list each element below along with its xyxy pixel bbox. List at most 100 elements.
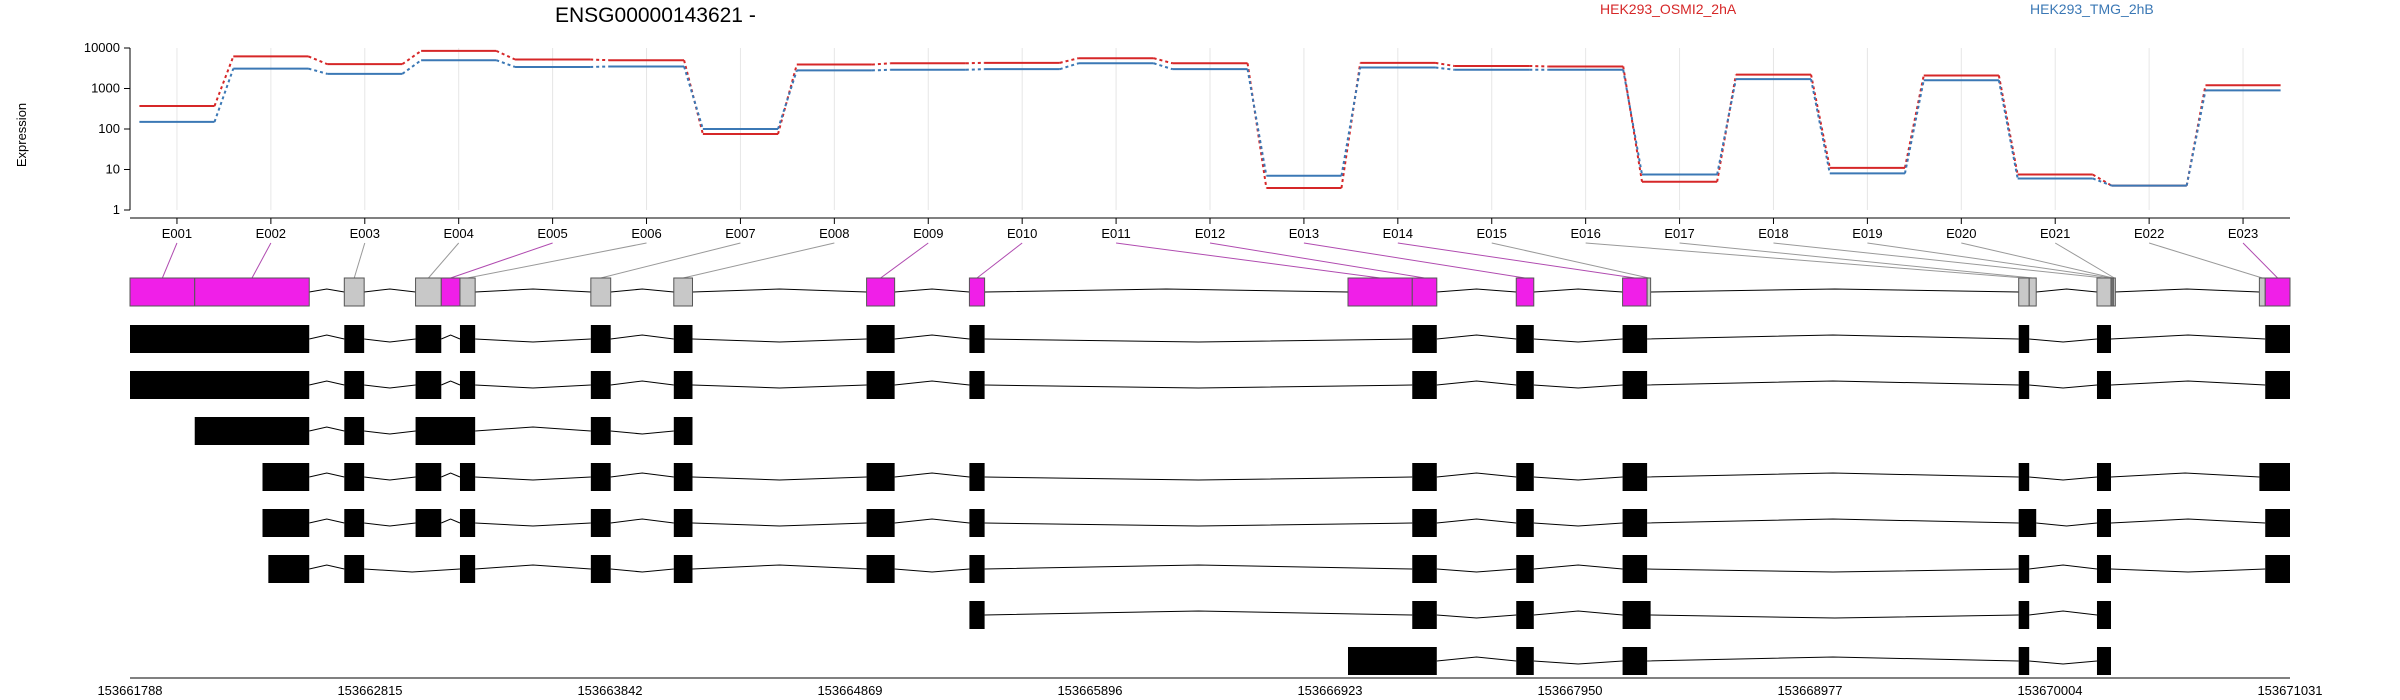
transcript-intron	[309, 518, 345, 524]
exon-label: E002	[256, 226, 286, 241]
transcript-exon	[2265, 555, 2290, 583]
exon-connector	[683, 242, 835, 279]
exon-box	[194, 277, 310, 307]
transcript-intron	[1436, 614, 1517, 619]
transcript-exon	[415, 325, 442, 353]
transcript-exon	[1516, 463, 1534, 491]
expression-connector	[1997, 80, 2019, 179]
exon-box	[2096, 277, 2112, 307]
transcript-exon	[1412, 555, 1437, 583]
expression-connector	[1153, 62, 1173, 71]
transcript-exon	[459, 325, 476, 353]
transcript-tracks	[130, 325, 2290, 675]
transcript-exon	[2018, 601, 2030, 629]
exon-box	[415, 277, 442, 307]
intron-line	[2114, 288, 2260, 293]
transcript-exon	[866, 555, 895, 583]
transcript-intron	[984, 610, 1413, 616]
transcript-exon	[459, 371, 476, 399]
transcript-exon	[262, 463, 310, 491]
transcript-intron	[364, 384, 416, 389]
transcript-intron	[1647, 518, 2019, 524]
exon-label: E014	[1383, 226, 1413, 241]
exon-box	[673, 277, 693, 307]
exon-connector	[1303, 242, 1526, 279]
exon-label: E021	[2040, 226, 2070, 241]
coord-tick-label: 153667950	[1537, 683, 1602, 698]
transcript-intron	[984, 476, 1413, 481]
expression-connector	[308, 55, 328, 66]
coord-tick-label: 153663842	[577, 683, 642, 698]
transcript-intron	[984, 522, 1413, 527]
exon-box	[1347, 277, 1413, 307]
y-tick-label: 100	[98, 121, 120, 136]
expression-connector	[1716, 74, 1737, 182]
transcript-intron	[1647, 472, 2019, 478]
exon-connector	[1867, 242, 2113, 279]
expression-connector	[965, 68, 985, 71]
exon-box	[129, 277, 196, 307]
expression-connector	[1435, 61, 1455, 67]
exon-connector	[1773, 242, 2105, 279]
intron-line	[984, 288, 1349, 293]
exon-connector	[600, 242, 741, 279]
exon-label: E007	[725, 226, 755, 241]
transcript-exon	[194, 417, 310, 445]
exon-connector	[880, 242, 929, 279]
exon-box	[590, 277, 612, 307]
transcript-exon	[2265, 509, 2290, 537]
transcript-exon	[969, 555, 985, 583]
transcript-exon	[1412, 463, 1437, 491]
exon-box	[1622, 277, 1648, 307]
transcript-intron	[2029, 660, 2098, 665]
exon-connector	[251, 242, 272, 279]
transcript-exon	[1516, 601, 1534, 629]
transcript-intron	[610, 380, 674, 386]
exon-label: E003	[350, 226, 380, 241]
gene-model	[129, 277, 2291, 307]
intron-line	[2036, 288, 2098, 293]
exon-label: E013	[1289, 226, 1319, 241]
transcript-intron	[309, 472, 345, 478]
transcript-exon	[2265, 371, 2290, 399]
transcript-intron	[364, 522, 416, 527]
transcript-exon	[415, 509, 442, 537]
transcript-exon	[2018, 325, 2030, 353]
coord-tick-label: 153664869	[817, 683, 882, 698]
expression-connector	[590, 65, 609, 68]
exon-connector-lines	[161, 242, 2278, 279]
exon-label: E016	[1570, 226, 1600, 241]
transcript-intron	[1533, 338, 1623, 343]
transcript-8	[1347, 647, 2111, 675]
exon-label: E019	[1852, 226, 1882, 241]
intron-line	[1436, 288, 1517, 293]
transcript-intron	[1647, 380, 2019, 386]
exon-box	[440, 277, 461, 307]
exon-box	[968, 277, 986, 307]
transcript-intron	[1650, 614, 2019, 619]
y-tick-label: 10	[106, 162, 120, 177]
exon-label: E015	[1477, 226, 1507, 241]
transcript-exon	[1622, 647, 1648, 675]
transcript-exon	[2018, 509, 2037, 537]
expression-connector	[683, 66, 704, 130]
transcript-intron	[984, 564, 1413, 570]
expression-connector	[2185, 90, 2207, 186]
transcript-exon	[673, 371, 693, 399]
exon-connector	[161, 242, 178, 279]
y-tick-label: 10000	[84, 40, 120, 55]
expression-connector	[213, 56, 235, 107]
exon-label: E017	[1664, 226, 1694, 241]
transcript-exon	[2259, 463, 2290, 491]
transcript-intron	[984, 338, 1413, 343]
transcript-intron	[2110, 334, 2266, 340]
exon-label: E012	[1195, 226, 1225, 241]
transcript-2	[130, 371, 2290, 399]
intron-line	[610, 288, 674, 293]
transcript-intron	[2029, 476, 2098, 481]
transcript-intron	[364, 430, 416, 435]
transcript-exon	[969, 371, 985, 399]
transcript-exon	[344, 325, 365, 353]
transcript-intron	[2110, 380, 2266, 386]
transcript-intron	[441, 472, 461, 478]
